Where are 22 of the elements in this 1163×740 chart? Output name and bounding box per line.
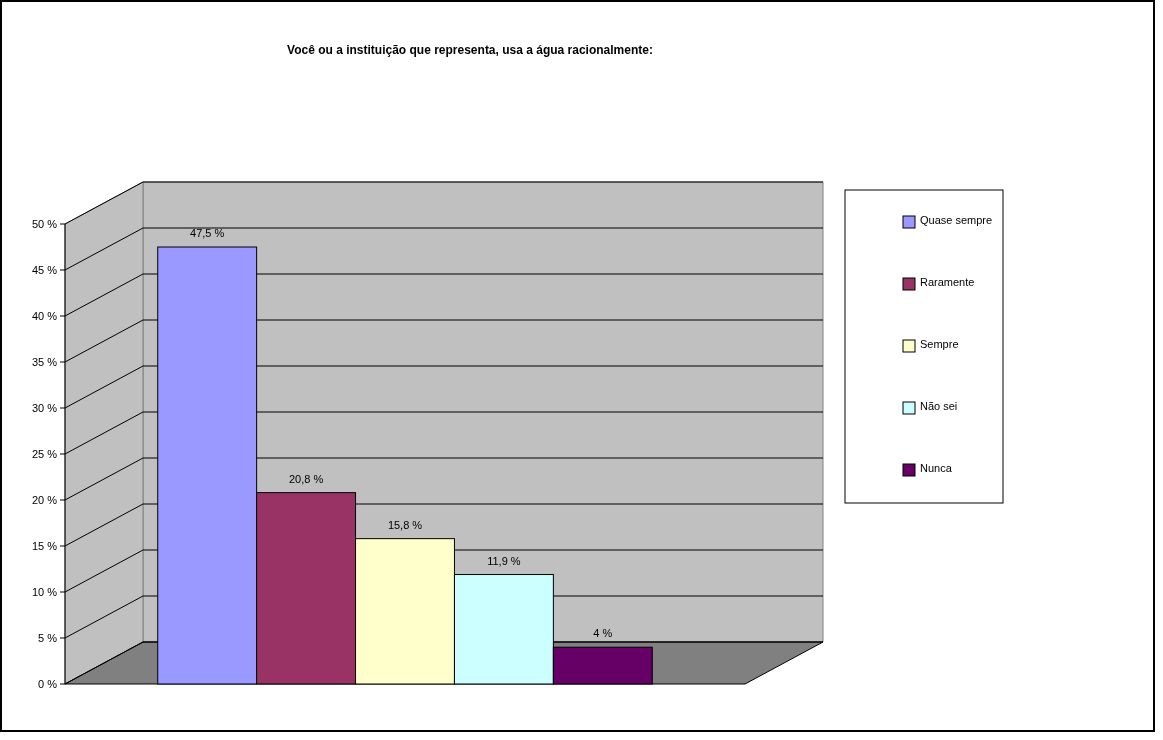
- legend-label: Não sei: [920, 399, 958, 412]
- y-tick-label: 35 %: [31, 355, 58, 368]
- y-tick-label: 50 %: [31, 217, 58, 230]
- data-label: 15,8 %: [387, 518, 423, 531]
- data-label: 11,9 %: [487, 554, 521, 567]
- legend-label: Raramente: [920, 275, 975, 288]
- y-tick-label: 40 %: [31, 309, 58, 322]
- y-tick-label: 30 %: [31, 401, 58, 414]
- y-tick-label: 20 %: [31, 493, 58, 506]
- legend-label: Sempre: [920, 337, 959, 350]
- data-label: 47,5 %: [190, 227, 225, 239]
- y-tick-label: 0 %: [38, 677, 58, 690]
- y-tick-label: 5 %: [38, 631, 58, 644]
- y-tick-label: 45 %: [31, 263, 58, 276]
- y-tick-label: 25 %: [31, 447, 58, 460]
- data-label: 20,8 %: [288, 472, 324, 485]
- chart-title: Você ou a instituição que representa, usa a água racionalmente:: [287, 43, 653, 57]
- legend-label: Nunca: [920, 461, 953, 474]
- y-tick-label: 10 %: [31, 585, 58, 598]
- data-label: 4 %: [593, 627, 613, 640]
- y-tick-label: 15 %: [31, 539, 58, 552]
- legend-label: Quase sempre: [920, 213, 993, 226]
